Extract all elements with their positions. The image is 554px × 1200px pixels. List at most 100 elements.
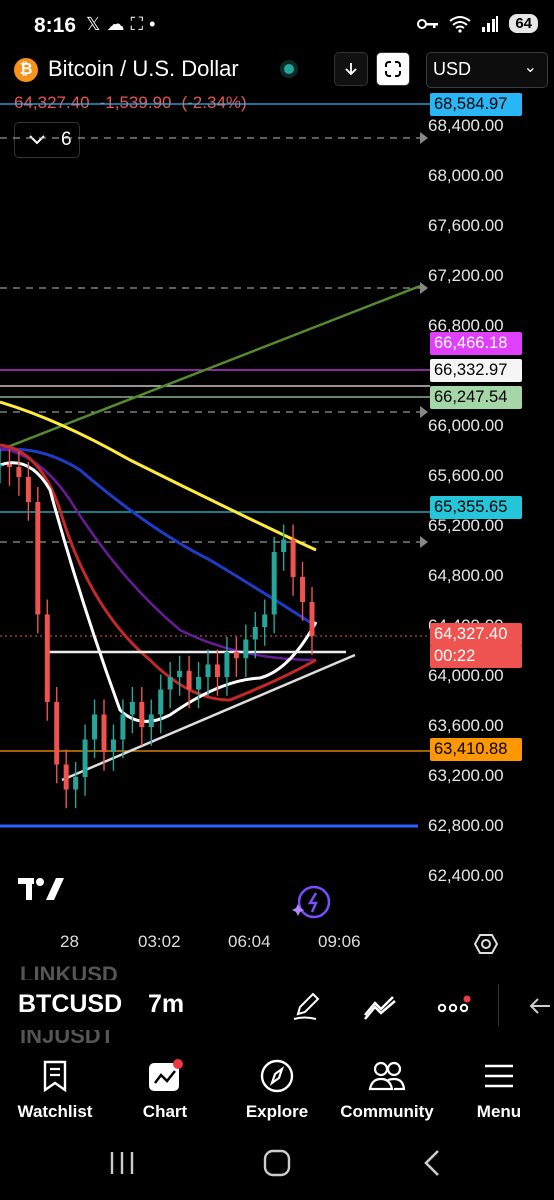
download-button[interactable]	[334, 52, 368, 86]
candle	[233, 652, 239, 659]
level-marker	[420, 406, 428, 418]
trend-lines-icon	[364, 996, 396, 1020]
price-axis-label: 65,200.00	[428, 516, 504, 535]
nav-chart[interactable]: Chart	[110, 1056, 220, 1122]
price-axis-label: 62,800.00	[428, 816, 504, 835]
nav-label: Community	[340, 1102, 434, 1121]
nav-label: Chart	[142, 1102, 188, 1121]
candle	[281, 539, 287, 552]
level-marker	[420, 282, 428, 294]
bookmark-icon	[43, 1060, 67, 1092]
candle	[167, 677, 173, 690]
candle	[63, 764, 69, 790]
price-axis-label: 64,000.00	[428, 666, 504, 685]
candle	[205, 664, 211, 677]
current-symbol[interactable]: BTCUSD	[18, 990, 123, 1018]
menu-icon	[485, 1064, 513, 1088]
symbol-title[interactable]: Bitcoin / U.S. Dollar	[48, 56, 239, 81]
candle	[120, 714, 126, 740]
candle	[82, 739, 88, 777]
chevron-down-icon: ⌄	[523, 59, 537, 76]
candle	[25, 477, 31, 502]
back-icon[interactable]	[420, 1148, 444, 1178]
undo-button[interactable]	[522, 988, 554, 1024]
price-tag: 64,327.40	[430, 623, 522, 646]
arrow-down-icon	[345, 63, 357, 76]
x-icon: 𝕏	[86, 14, 107, 34]
time-label: 03:02	[138, 932, 181, 951]
status-right-icons: 64	[417, 14, 538, 33]
fullscreen-icon	[384, 60, 402, 78]
status-bar: 8:16 𝕏☁⛶• 64	[0, 0, 554, 50]
status-time: 8:16	[34, 14, 77, 37]
level-marker	[420, 536, 428, 548]
currency-value: USD	[433, 59, 472, 79]
more-dots-icon	[437, 995, 471, 1013]
nav-explore[interactable]: Explore	[222, 1056, 332, 1122]
dot-icon: •	[149, 14, 162, 34]
candle	[35, 502, 41, 615]
undo-icon	[529, 998, 550, 1014]
bottom-navigation: Watchlist Chart Explore Community Menu	[0, 1050, 554, 1140]
price-tag: 66,247.54	[430, 386, 522, 409]
fullscreen-button[interactable]	[376, 52, 410, 86]
candle	[177, 670, 183, 677]
pencil-icon	[293, 992, 320, 1020]
nav-watchlist[interactable]: Watchlist	[0, 1056, 110, 1122]
price-chart[interactable]	[0, 90, 554, 930]
ai-assistant-icon[interactable]	[290, 884, 334, 920]
candle	[271, 552, 277, 615]
price-axis-label: 68,400.00	[428, 116, 504, 135]
nav-community[interactable]: Community	[332, 1056, 442, 1122]
ma-white	[0, 461, 318, 723]
more-button[interactable]	[436, 988, 472, 1024]
price-axis-label: 66,800.00	[428, 316, 504, 335]
next-symbol[interactable]: INJUSDT	[20, 1030, 115, 1048]
candle	[214, 664, 220, 677]
candle	[158, 689, 164, 715]
candle	[196, 677, 202, 690]
prev-symbol[interactable]: LINKUSD	[20, 962, 118, 980]
recents-icon[interactable]	[108, 1150, 136, 1176]
screenshot-icon: ⛶	[130, 14, 150, 34]
time-label: 06:04	[228, 932, 271, 951]
price-axis-label: 68,000.00	[428, 166, 504, 185]
candle	[110, 739, 116, 752]
price-tag: 63,410.88	[430, 738, 522, 761]
price-tag: 65,355.65	[430, 496, 522, 519]
candle	[148, 714, 154, 727]
candle	[186, 670, 192, 690]
price-tag: 66,466.18	[430, 332, 522, 355]
candle	[139, 702, 145, 727]
cloud-icon: ☁	[106, 14, 131, 34]
price-axis-label: 62,400.00	[428, 866, 504, 885]
nav-menu[interactable]: Menu	[444, 1056, 554, 1122]
price-axis-label: 66,000.00	[428, 416, 504, 435]
ma-blue	[0, 447, 317, 628]
candle	[73, 777, 79, 790]
toolbar-divider	[498, 984, 499, 1026]
candle	[44, 614, 50, 702]
price-axis-label: 64,800.00	[428, 566, 504, 585]
candle	[309, 602, 315, 637]
candle	[101, 714, 107, 752]
interval-button[interactable]: 7m	[148, 990, 185, 1018]
time-label: 09:06	[318, 932, 361, 951]
currency-select[interactable]: USD ⌄	[426, 52, 548, 88]
candle	[16, 467, 22, 477]
indicators-button[interactable]	[362, 988, 398, 1024]
people-icon	[368, 1061, 406, 1091]
candle	[129, 702, 135, 715]
indicators-count: 6	[61, 129, 72, 150]
candle	[54, 702, 60, 765]
candle	[252, 627, 258, 640]
home-icon[interactable]	[262, 1148, 292, 1178]
price-axis-label: 63,600.00	[428, 716, 504, 735]
price-axis-label: 65,600.00	[428, 466, 504, 485]
candle	[0, 464, 3, 467]
settings-icon[interactable]	[474, 932, 498, 956]
nav-label: Watchlist	[17, 1102, 93, 1121]
bitcoin-logo-icon: ₿	[14, 58, 38, 82]
drawing-tools-button[interactable]	[288, 988, 324, 1024]
nav-label: Menu	[476, 1102, 522, 1121]
